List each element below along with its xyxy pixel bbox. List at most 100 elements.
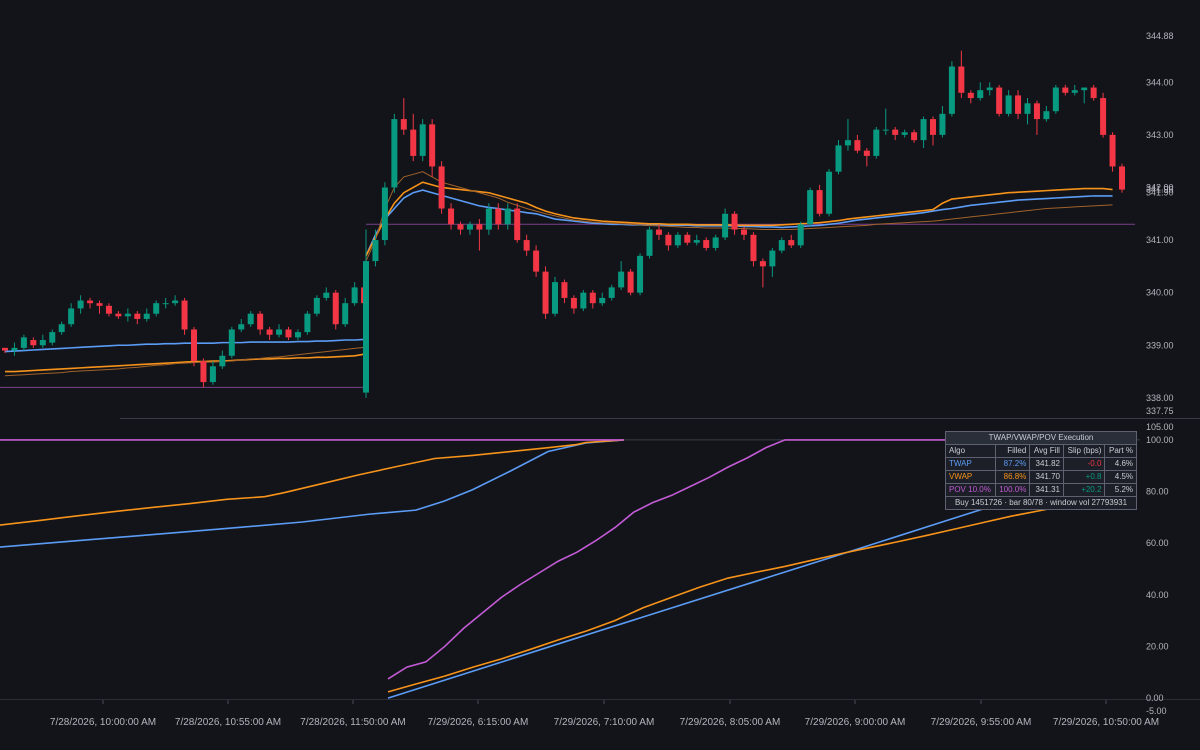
candle-body — [807, 190, 814, 225]
candle-body — [419, 124, 426, 156]
candle-body — [332, 292, 339, 325]
table-row-twap: TWAP 87.2% 341.82 -0.0 4.6% — [945, 457, 1137, 471]
candle-body — [722, 213, 729, 238]
pov-filled: 100.0% — [994, 483, 1031, 497]
candle-body — [854, 140, 861, 151]
progress-tick-label: 40.00 — [1146, 590, 1169, 600]
candle-body — [200, 361, 207, 383]
candle-body — [77, 300, 84, 309]
candle-body — [153, 303, 160, 314]
candle-body — [391, 119, 398, 188]
candle-body — [788, 240, 795, 246]
candle-body — [533, 250, 540, 272]
overlay-line-day1 — [4, 338, 365, 353]
candle-body — [977, 90, 984, 99]
candle-body — [276, 329, 283, 335]
candle-body — [1071, 90, 1078, 93]
candle-body — [637, 255, 644, 293]
candle-body — [115, 313, 122, 317]
candle-body — [247, 313, 254, 325]
candle-body — [1033, 103, 1040, 120]
candle-body — [429, 124, 436, 167]
candle-body — [1081, 87, 1088, 91]
candle-body — [939, 113, 946, 135]
candle-body — [826, 171, 833, 214]
candle-body — [181, 300, 188, 330]
candle-body — [655, 229, 662, 235]
candle-body — [381, 187, 388, 241]
price-min-label: 337.75 — [1146, 406, 1174, 416]
candle-body — [1005, 95, 1012, 114]
twap-avg-fill: 341.82 — [1029, 457, 1064, 471]
progress-tick-label: 0.00 — [1146, 693, 1164, 703]
candle-body — [476, 224, 483, 230]
candle-body — [542, 271, 549, 314]
last-price-label: 341.90 — [1146, 188, 1174, 198]
candle-body — [627, 271, 634, 293]
candle-body — [68, 308, 75, 325]
candle-body — [930, 119, 936, 135]
price-tick-label: 344.00 — [1146, 77, 1174, 87]
progress-min-label: -5.00 — [1146, 706, 1167, 716]
candle-body — [797, 224, 804, 246]
candle-body — [504, 208, 511, 225]
candle-body — [523, 240, 530, 251]
x-tick-label: 7/29/2026, 10:50:00 AM — [1053, 717, 1159, 728]
candle-body — [400, 119, 407, 130]
candle-body — [134, 313, 141, 319]
candle-body — [342, 303, 349, 325]
candle-body — [209, 366, 216, 383]
candle-body — [1052, 87, 1059, 112]
candle-body — [58, 324, 65, 333]
header-avg-fill: Avg Fill — [1029, 444, 1064, 458]
candle-body — [1062, 87, 1069, 93]
candle-body — [105, 305, 112, 314]
twap-algo: TWAP — [945, 457, 996, 471]
candle-body — [363, 261, 369, 393]
execution-table-footer: Buy 1451726 · bar 80/78 · window vol 277… — [945, 496, 1137, 510]
candle-body — [882, 129, 889, 131]
vwap-filled: 86.8% — [994, 470, 1031, 484]
candle-body — [172, 300, 179, 304]
price-tick-label: 340.00 — [1146, 288, 1174, 298]
candle-body — [948, 66, 955, 114]
candle-body — [1015, 95, 1022, 114]
candle-body — [958, 66, 965, 93]
pov-algo: POV 10.0% — [945, 483, 996, 497]
x-tick-label: 7/28/2026, 10:55:00 AM — [175, 717, 281, 728]
candle-body — [835, 145, 842, 172]
pov-avg-fill: 341.31 — [1029, 483, 1064, 497]
candle-body — [30, 339, 37, 346]
candle-body — [1100, 98, 1107, 135]
progress-max-label: 105.00 — [1146, 422, 1174, 432]
table-row-pov: POV 10.0% 100.0% 341.31 +20.2 5.2% — [945, 483, 1137, 497]
candle-body — [844, 140, 851, 146]
candle-body — [608, 287, 615, 298]
candle-body — [778, 240, 785, 251]
progress-tick-label: 80.00 — [1146, 487, 1169, 497]
progress-line-day1 — [0, 439, 624, 548]
price-max-label: 344.88 — [1146, 31, 1174, 41]
candle-body — [514, 208, 521, 241]
candle-body — [996, 87, 1003, 114]
candle-body — [124, 313, 131, 317]
execution-table-title: TWAP/VWAP/POV Execution — [945, 431, 1137, 445]
overlay-line-day1 — [4, 346, 365, 377]
header-slip: Slip (bps) — [1062, 444, 1106, 458]
candle-body — [49, 332, 56, 343]
x-tick-label: 7/29/2026, 6:15:00 AM — [428, 717, 529, 728]
overlay-line-day1 — [5, 353, 365, 373]
candle-body — [304, 313, 311, 333]
twap-filled: 87.2% — [994, 457, 1031, 471]
candle-body — [920, 119, 927, 141]
candle-body — [285, 329, 292, 338]
candle-body — [39, 339, 46, 346]
candle-body — [485, 208, 492, 230]
candle-body — [438, 166, 445, 209]
progress-line-day2 — [387, 473, 1135, 693]
candle-body — [1090, 87, 1097, 99]
price-tick-label: 339.00 — [1146, 340, 1174, 350]
last-price-label: 341.96 — [1146, 185, 1174, 195]
candle-body — [693, 240, 700, 243]
